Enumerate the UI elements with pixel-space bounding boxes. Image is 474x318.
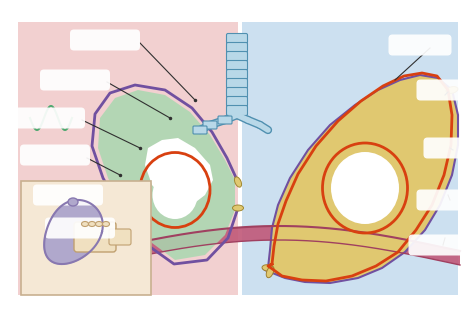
FancyBboxPatch shape	[227, 79, 247, 88]
FancyBboxPatch shape	[15, 107, 85, 128]
Ellipse shape	[68, 198, 78, 206]
Polygon shape	[98, 90, 235, 260]
FancyBboxPatch shape	[227, 96, 247, 107]
FancyBboxPatch shape	[227, 106, 247, 115]
Ellipse shape	[331, 152, 399, 224]
Polygon shape	[44, 200, 103, 264]
Ellipse shape	[95, 222, 102, 226]
Ellipse shape	[89, 222, 95, 226]
FancyBboxPatch shape	[70, 30, 140, 51]
FancyBboxPatch shape	[417, 190, 474, 211]
Ellipse shape	[82, 222, 89, 226]
FancyBboxPatch shape	[227, 87, 247, 98]
FancyBboxPatch shape	[409, 234, 472, 255]
FancyBboxPatch shape	[40, 70, 110, 91]
FancyBboxPatch shape	[218, 116, 232, 124]
FancyBboxPatch shape	[227, 33, 247, 44]
Ellipse shape	[262, 265, 274, 271]
FancyBboxPatch shape	[227, 52, 247, 61]
Polygon shape	[145, 138, 213, 208]
FancyBboxPatch shape	[389, 34, 452, 56]
FancyBboxPatch shape	[227, 43, 247, 52]
FancyBboxPatch shape	[20, 144, 90, 165]
Bar	[242, 22, 458, 295]
Polygon shape	[264, 75, 458, 283]
Ellipse shape	[266, 266, 274, 278]
Polygon shape	[98, 226, 460, 265]
FancyBboxPatch shape	[423, 137, 474, 158]
FancyBboxPatch shape	[45, 218, 115, 238]
FancyBboxPatch shape	[74, 222, 116, 252]
FancyBboxPatch shape	[109, 229, 131, 245]
FancyBboxPatch shape	[227, 60, 247, 71]
Bar	[18, 22, 238, 295]
Ellipse shape	[446, 86, 458, 93]
Ellipse shape	[102, 222, 109, 226]
Ellipse shape	[233, 205, 244, 211]
Ellipse shape	[153, 171, 198, 219]
FancyBboxPatch shape	[193, 126, 207, 134]
FancyBboxPatch shape	[33, 184, 103, 205]
Ellipse shape	[235, 177, 242, 187]
FancyBboxPatch shape	[203, 121, 217, 129]
FancyBboxPatch shape	[417, 80, 474, 100]
FancyBboxPatch shape	[21, 181, 151, 295]
FancyBboxPatch shape	[227, 70, 247, 80]
